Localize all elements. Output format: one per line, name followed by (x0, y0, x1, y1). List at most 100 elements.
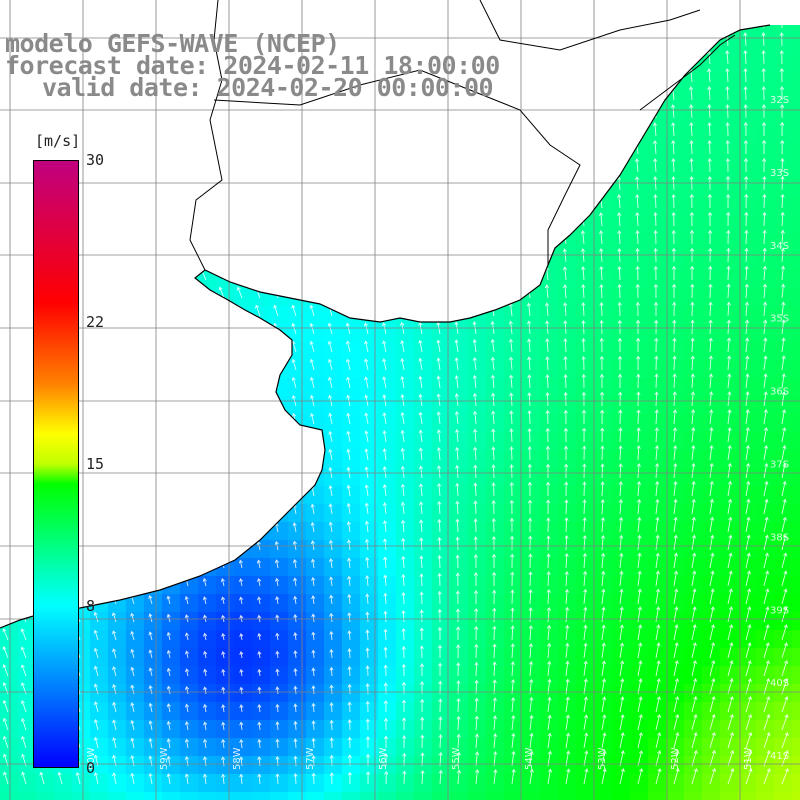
wind-arrow (636, 391, 641, 407)
wind-arrow (745, 444, 751, 461)
wind-arrow (456, 733, 461, 749)
wind-speed-cell (234, 684, 253, 703)
wind-arrow (364, 358, 369, 371)
wind-arrow (708, 229, 713, 245)
wind-arrow (726, 301, 731, 317)
wind-speed-cell (792, 180, 800, 199)
wind-arrow (382, 465, 387, 479)
wind-arrow (619, 732, 625, 749)
wind-arrow (275, 686, 280, 695)
wind-arrow (329, 648, 334, 659)
wind-arrow (329, 702, 334, 713)
wind-speed-cell (774, 108, 793, 127)
wind-speed-cell (684, 432, 703, 451)
wind-arrow (257, 703, 262, 713)
wind-arrow (563, 338, 568, 353)
wind-speed-cell (180, 666, 199, 685)
wind-arrow (239, 596, 244, 605)
wind-speed-cell (720, 792, 739, 800)
wind-speed-cell (684, 72, 703, 91)
wind-speed-cell (540, 288, 559, 307)
wind-arrow (653, 283, 658, 299)
wind-speed-cell (378, 792, 397, 800)
wind-speed-cell (630, 234, 649, 253)
wind-speed-cell (216, 630, 235, 649)
wind-arrow (402, 770, 407, 785)
wind-speed-cell (594, 234, 613, 253)
wind-speed-cell (414, 396, 433, 415)
wind-arrow (311, 772, 316, 785)
wind-speed-cell (198, 756, 217, 775)
wind-arrow (130, 612, 135, 623)
wind-arrow (726, 211, 731, 227)
wind-speed-cell (234, 666, 253, 685)
wind-arrow (529, 696, 534, 713)
wind-speed-cell (414, 594, 433, 613)
wind-speed-cell (720, 486, 739, 505)
wind-arrow (436, 429, 441, 443)
wind-speed-cell (486, 324, 505, 343)
wind-speed-cell (486, 612, 505, 631)
wind-speed-cell (342, 432, 361, 451)
wind-speed-cell (774, 252, 793, 271)
wind-arrow (762, 211, 767, 227)
wind-speed-cell (540, 684, 559, 703)
wind-arrow (382, 394, 387, 407)
wind-speed-cell (738, 198, 757, 217)
wind-arrow (2, 628, 9, 641)
wind-arrow (763, 480, 769, 497)
wind-speed-cell (630, 342, 649, 361)
wind-arrow (653, 176, 658, 191)
wind-speed-cell (504, 612, 523, 631)
wind-arrow (781, 768, 789, 785)
wind-arrow (93, 611, 99, 623)
wind-speed-cell (252, 684, 271, 703)
wind-speed-cell (720, 324, 739, 343)
wind-speed-cell (270, 702, 289, 721)
wind-arrow (220, 596, 226, 605)
wind-arrow (673, 480, 678, 497)
wind-speed-cell (234, 648, 253, 667)
wind-speed-cell (738, 702, 757, 721)
wind-speed-cell (666, 612, 685, 631)
wind-arrow (310, 503, 315, 515)
wind-arrow (637, 624, 643, 641)
wind-arrow (599, 265, 604, 281)
wind-speed-cell (774, 504, 793, 523)
wind-arrow (20, 628, 27, 641)
wind-arrow (781, 552, 788, 569)
wind-speed-cell (378, 378, 397, 397)
wind-speed-cell (774, 576, 793, 595)
wind-arrow (112, 719, 117, 731)
wind-speed-cell (504, 576, 523, 595)
wind-speed-cell (252, 720, 271, 739)
wind-arrow (400, 465, 405, 479)
wind-speed-cell (720, 504, 739, 523)
wind-arrow (617, 355, 623, 370)
longitude-label: 56W (378, 747, 389, 770)
wind-arrow (725, 104, 730, 119)
wind-arrow (455, 464, 460, 479)
wind-speed-cell (684, 504, 703, 523)
wind-speed-cell (558, 270, 577, 289)
wind-arrow (709, 570, 715, 587)
wind-arrow (763, 319, 768, 335)
wind-arrow (727, 731, 735, 749)
wind-arrow (328, 521, 333, 533)
wind-speed-cell (378, 504, 397, 523)
wind-speed-cell (540, 594, 559, 613)
wind-arrow (293, 738, 298, 749)
wind-arrow (547, 714, 552, 731)
wind-arrow (707, 104, 712, 119)
wind-speed-cell (540, 558, 559, 577)
wind-speed-cell (576, 774, 595, 793)
wind-arrow (565, 768, 571, 785)
wind-arrow (492, 589, 497, 605)
wind-speed-cell (432, 522, 451, 541)
wind-speed-cell (450, 756, 469, 775)
wind-speed-cell (774, 72, 793, 91)
wind-speed-cell (648, 612, 667, 631)
wind-arrow (419, 609, 424, 623)
wind-arrow (779, 25, 784, 29)
